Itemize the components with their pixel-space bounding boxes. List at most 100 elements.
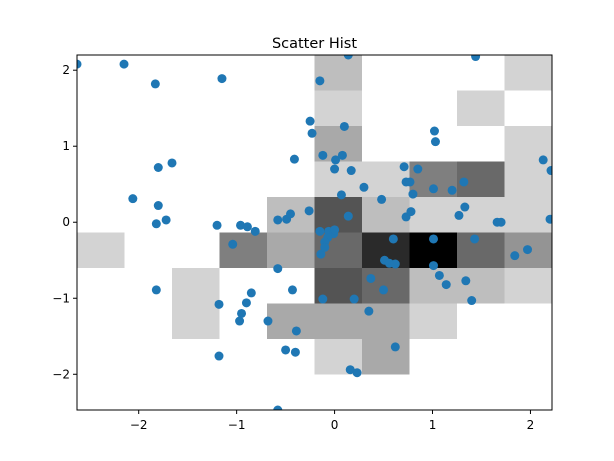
- hist-cell: [362, 197, 410, 233]
- scatter-point: [228, 239, 238, 249]
- scatter-point: [345, 365, 355, 375]
- hist-cell: [172, 268, 220, 304]
- scatter-point: [346, 166, 356, 176]
- scatter-point: [405, 177, 415, 187]
- scatter-point: [496, 217, 506, 227]
- hist-cell: [362, 268, 410, 304]
- scatter-point: [330, 225, 340, 235]
- scatter-point: [153, 201, 163, 211]
- scatter-point: [150, 79, 160, 89]
- scatter-point: [151, 285, 161, 295]
- scatter-point: [399, 162, 409, 172]
- scatter-point: [377, 194, 387, 204]
- scatter-point: [330, 164, 340, 174]
- hist-cell: [314, 197, 362, 233]
- hist-cell: [409, 303, 457, 339]
- x-tick-label: 0: [331, 418, 339, 432]
- scatter-point: [287, 285, 297, 295]
- scatter-point: [246, 288, 256, 298]
- hist-cell: [504, 268, 552, 304]
- scatter-point: [408, 189, 418, 199]
- scatter-point: [273, 405, 283, 410]
- scatter-point: [447, 185, 457, 195]
- x-tick-label: −2: [130, 418, 148, 432]
- scatter-point: [467, 296, 477, 306]
- scatter-point: [235, 316, 245, 326]
- scatter-point: [428, 184, 438, 194]
- scatter-point: [316, 249, 326, 259]
- scatter-point: [428, 234, 438, 244]
- hist-cell: [362, 339, 410, 375]
- scatter-point: [470, 234, 480, 244]
- scatter-point: [236, 220, 246, 230]
- x-tick-label: 1: [429, 418, 437, 432]
- hist-cell: [504, 55, 552, 91]
- hist-cell: [267, 303, 315, 339]
- hist-cell: [219, 232, 267, 268]
- scatter-point: [273, 264, 283, 274]
- scatter-point: [441, 280, 451, 290]
- hist-cell: [457, 232, 505, 268]
- y-tick-label: 2: [62, 63, 70, 77]
- scatter-point: [406, 207, 416, 217]
- scatter-point: [318, 294, 328, 304]
- scatter-point: [241, 298, 251, 308]
- scatter-point: [538, 155, 548, 165]
- scatter-point: [281, 345, 291, 355]
- scatter-point: [217, 74, 227, 84]
- hist-cell: [457, 268, 505, 304]
- hist-cell: [172, 303, 220, 339]
- scatter-point: [379, 285, 389, 295]
- hist-cell: [267, 232, 315, 268]
- scatter-points: [77, 55, 552, 410]
- scatter-point: [250, 226, 260, 236]
- scatter-point: [167, 158, 177, 168]
- hist-cell: [457, 197, 505, 233]
- scatter-point: [307, 128, 317, 138]
- scatter-point: [291, 326, 301, 336]
- scatter-point: [430, 137, 440, 147]
- y-tick-label: −2: [52, 367, 70, 381]
- scatter-point: [471, 55, 481, 62]
- scatter-point: [434, 270, 444, 280]
- x-tick-label: 2: [527, 418, 535, 432]
- x-axis-ticks: −2 −1 0 1 2: [130, 410, 534, 432]
- scatter-point: [151, 219, 161, 229]
- scatter-point: [315, 226, 325, 236]
- scatter-point: [305, 116, 315, 126]
- scatter-point: [304, 206, 314, 216]
- chart-title: Scatter Hist: [272, 36, 357, 52]
- scatter-point: [237, 308, 247, 318]
- scatter-point: [214, 351, 224, 361]
- scatter-point: [429, 126, 439, 136]
- hist-cell: [457, 90, 505, 126]
- hist-cell: [504, 161, 552, 197]
- scatter-point: [459, 177, 469, 187]
- scatter-point: [286, 209, 296, 219]
- scatter-point: [318, 150, 328, 160]
- hist-cell: [504, 197, 552, 233]
- hist-cell: [409, 197, 457, 233]
- scatter-point: [212, 220, 222, 230]
- y-tick-label: 0: [62, 215, 70, 229]
- scatter-point: [390, 342, 400, 352]
- scatter-point: [461, 276, 471, 286]
- scatter-point: [77, 59, 82, 69]
- hist-cell: [77, 232, 125, 268]
- scatter-point: [546, 166, 552, 176]
- scatter-point: [428, 261, 438, 271]
- scatter-point: [273, 215, 283, 225]
- scatter-point: [366, 273, 376, 283]
- scatter-point: [289, 154, 299, 164]
- y-axis-ticks: −2 −1 0 1 2: [52, 63, 77, 381]
- hist-cell: [314, 303, 362, 339]
- scatter-point: [290, 347, 300, 357]
- scatter-point: [161, 215, 171, 225]
- scatter-point: [359, 182, 369, 192]
- hist-cell: [314, 90, 362, 126]
- x-tick-label: −1: [228, 418, 246, 432]
- scatter-point: [320, 242, 330, 252]
- scatter-point: [388, 234, 398, 244]
- scatter-point: [119, 59, 129, 69]
